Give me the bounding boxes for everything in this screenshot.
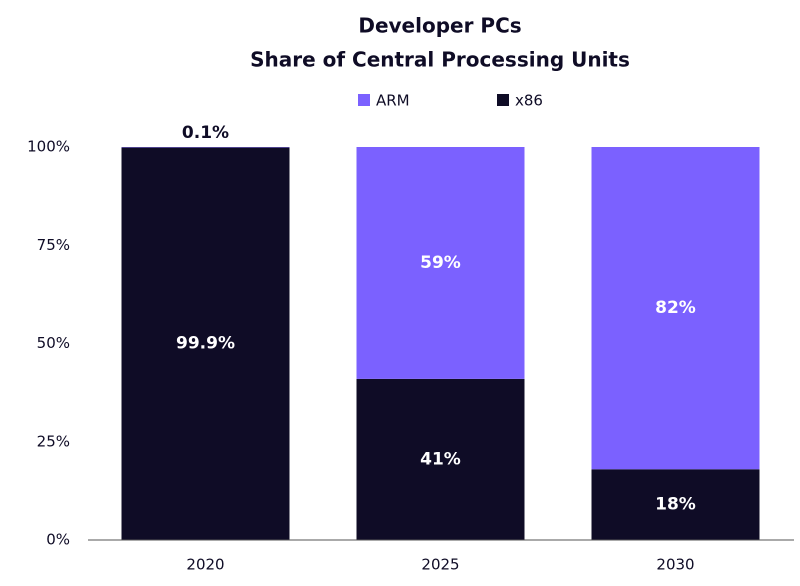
value-label: 0.1% xyxy=(182,123,229,143)
x-tick-label: 2025 xyxy=(421,556,459,574)
legend-label: ARM xyxy=(376,92,410,110)
chart-subtitle: Share of Central Processing Units xyxy=(250,48,630,72)
bar-segment xyxy=(356,378,525,540)
bar-segment xyxy=(591,147,760,470)
y-tick-label: 0% xyxy=(46,531,70,549)
bar-segment xyxy=(121,147,290,540)
legend-label: x86 xyxy=(515,92,543,110)
chart-title: Developer PCs xyxy=(358,14,521,38)
value-label: 59% xyxy=(420,253,461,273)
y-tick-label: 75% xyxy=(37,236,70,254)
bar-segment xyxy=(591,469,760,540)
bar-segment xyxy=(356,147,525,379)
y-tick-label: 50% xyxy=(37,334,70,352)
y-tick-label: 25% xyxy=(37,432,70,450)
value-label: 82% xyxy=(655,298,696,318)
legend-swatch xyxy=(497,94,509,106)
value-label: 41% xyxy=(420,449,461,469)
x-tick-label: 2030 xyxy=(656,556,694,574)
value-label: 18% xyxy=(655,495,696,515)
y-tick-label: 100% xyxy=(27,138,70,156)
x-tick-label: 2020 xyxy=(186,556,224,574)
value-label: 99.9% xyxy=(176,334,235,354)
legend-swatch xyxy=(358,94,370,106)
